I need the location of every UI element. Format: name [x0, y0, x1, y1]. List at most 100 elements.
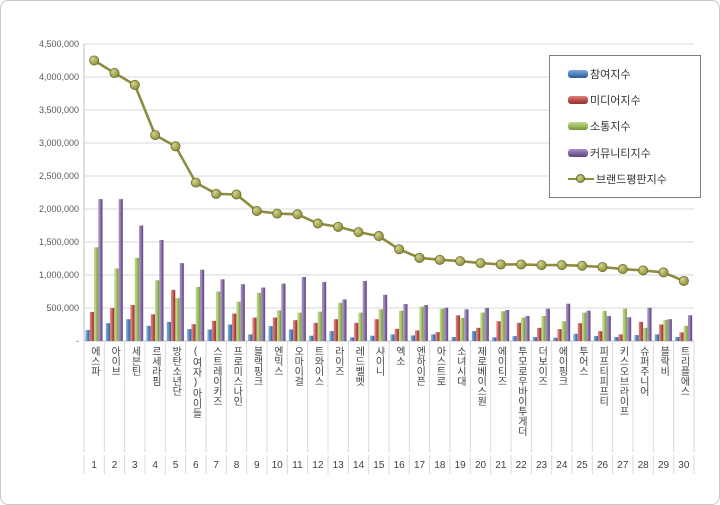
communication-bar [338, 302, 343, 341]
rank-label: 5 [173, 460, 179, 471]
participation-bar [329, 331, 334, 341]
rank-label: 18 [434, 460, 446, 471]
participation-bar [431, 334, 436, 341]
rank-label: 9 [254, 460, 260, 471]
communication-bar [582, 312, 587, 341]
legend-label: 소통지수 [590, 121, 631, 134]
media-bar [333, 319, 338, 341]
communication-bar [378, 309, 383, 341]
rank-label: 21 [495, 460, 507, 471]
media-bar [191, 324, 196, 341]
line-marker [109, 68, 120, 79]
participation-bar [593, 336, 598, 341]
line-marker [129, 79, 140, 90]
line-marker [333, 221, 344, 232]
line-marker [190, 177, 201, 188]
participation-bar [85, 330, 90, 341]
participation-bar [146, 325, 151, 341]
communication-bar [622, 308, 627, 341]
rank-label: 1 [91, 460, 97, 471]
rank-label: 12 [312, 460, 324, 471]
participation-bar [370, 335, 375, 341]
rank-label: 2 [112, 460, 118, 471]
communication-bar [460, 317, 465, 341]
community-bar [627, 317, 632, 341]
participation-bar [248, 334, 253, 341]
line-marker [373, 231, 384, 242]
media-bar [638, 321, 643, 341]
line-marker [577, 260, 588, 271]
legend-label: 참여지수 [590, 69, 631, 82]
line-marker [312, 218, 323, 229]
y-axis-tick-label: 4,500,000 [39, 39, 79, 49]
line-marker [597, 262, 608, 273]
rank-label: 8 [234, 460, 240, 471]
communication-bar [114, 268, 119, 341]
rank-label: 25 [577, 460, 589, 471]
participation-bar [654, 334, 659, 341]
community-bar [362, 280, 367, 341]
communication-bar [480, 312, 485, 341]
media-bar [435, 332, 440, 341]
line-marker [658, 267, 669, 278]
community-bar [647, 307, 652, 341]
communication-bar [683, 325, 688, 341]
participation-bar [207, 329, 212, 341]
participation-legend-swatch [568, 70, 588, 79]
legend-label: 브랜드평판지수 [596, 173, 667, 186]
line-marker [638, 265, 649, 276]
legend-item-media: 미디어지수 [568, 92, 696, 108]
rank-label: 28 [638, 460, 650, 471]
media-bar [537, 327, 542, 341]
line-marker [89, 55, 100, 66]
communication-bar [195, 286, 200, 341]
media-bar [293, 320, 298, 341]
participation-bar [451, 337, 456, 341]
participation-bar [390, 334, 395, 341]
participation-bar [288, 329, 293, 341]
community-bar [98, 199, 103, 341]
community-bar [688, 315, 693, 341]
brand-reputation-legend-swatch [568, 173, 594, 184]
media-bar [618, 334, 623, 341]
community-bar [139, 225, 144, 341]
community-bar [159, 240, 164, 341]
communication-bar [399, 310, 404, 341]
participation-bar [126, 319, 131, 341]
communication-bar [521, 317, 526, 341]
community-bar [240, 284, 245, 341]
rank-label: 11 [292, 460, 303, 471]
media-bar [110, 308, 115, 341]
media-bar [598, 331, 603, 341]
media-bar [354, 322, 359, 341]
communication-bar [317, 311, 322, 341]
legend-item-brand-reputation: 브랜드평판지수 [568, 171, 696, 187]
participation-bar [532, 337, 537, 341]
community-bar [118, 199, 123, 341]
communication-bar [175, 298, 180, 341]
participation-bar [166, 321, 171, 341]
participation-bar [349, 337, 354, 341]
rank-label: 20 [475, 460, 487, 471]
line-marker [353, 227, 364, 238]
community-bar [545, 308, 550, 341]
line-marker [414, 252, 425, 263]
community-bar [667, 319, 672, 341]
participation-bar [512, 336, 517, 341]
line-marker [516, 259, 527, 270]
participation-bar [675, 337, 680, 341]
communication-legend-swatch [568, 122, 588, 131]
communication-bar [236, 301, 241, 341]
participation-bar [614, 337, 619, 341]
y-axis-tick-label: 3,500,000 [39, 105, 79, 115]
rank-label: 17 [414, 460, 426, 471]
communication-bar [297, 312, 302, 341]
line-marker [272, 208, 283, 219]
media-bar [476, 327, 481, 341]
communication-bar [561, 321, 566, 341]
participation-bar [187, 329, 192, 341]
communication-bar [663, 319, 668, 341]
line-marker [394, 244, 405, 255]
y-axis-tick-label: 2,500,000 [39, 171, 79, 181]
media-bar [455, 315, 460, 341]
